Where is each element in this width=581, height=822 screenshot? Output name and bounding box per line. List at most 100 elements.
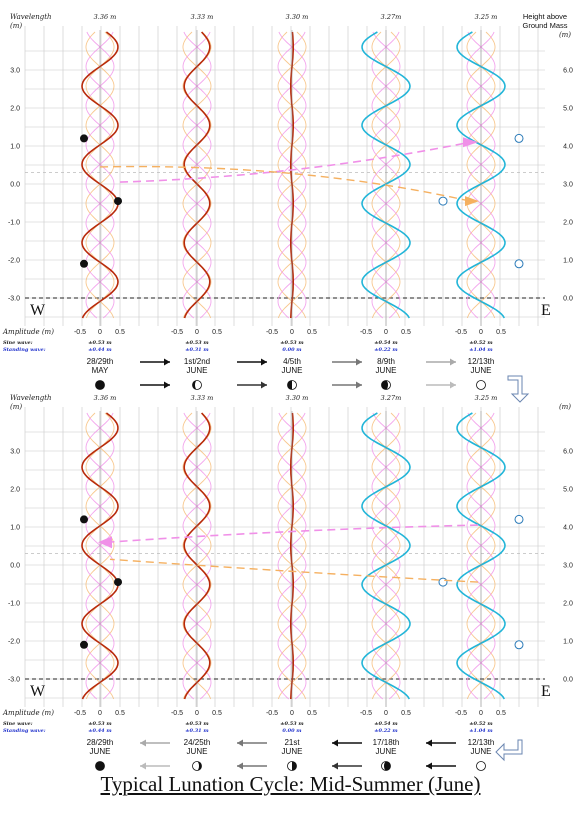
left-tick-label: -1.0 (8, 220, 20, 227)
sine-value: ±0.53 m (185, 340, 208, 346)
wavelength-label: 3.27m (381, 13, 402, 21)
amplitude-tick: 0.5 (307, 329, 317, 336)
sine-value: ±0.53 m (280, 340, 303, 346)
sine-wave-orange (277, 412, 307, 700)
left-tick-label: 3.0 (10, 68, 20, 75)
sine-wave-pink (277, 31, 307, 319)
standing-wave (361, 412, 411, 700)
direction-arrowhead (332, 739, 338, 747)
right-axis-unit: (m) (559, 403, 571, 411)
direction-arrowhead (450, 381, 456, 389)
sine-wave-orange (371, 31, 401, 319)
wavelength-label: 3.33 m (191, 13, 214, 21)
sine-wave-pink (371, 31, 401, 319)
amplitude-tick: 0.5 (307, 710, 317, 717)
right-tick-label: 2.0 (563, 220, 573, 227)
left-tick-label: 1.0 (10, 144, 20, 151)
right-axis-label-2: Ground Mass (522, 21, 567, 30)
left-axis-unit: (m) (10, 403, 22, 411)
date-label: 12/13th (468, 738, 495, 747)
amplitude-tick: 0.5 (496, 329, 506, 336)
wavelength-label: 3.30 m (286, 13, 309, 21)
migration-arrow-orange (99, 165, 471, 202)
date-label: 8/9th (377, 357, 395, 366)
amplitude-tick: 0 (479, 710, 483, 717)
month-label: JUNE (187, 747, 208, 756)
right-tick-label: 2.0 (563, 601, 573, 608)
sine-value: ±0.54 m (374, 340, 397, 346)
month-label: JUNE (90, 747, 111, 756)
standing-wave (456, 412, 506, 700)
node-marker-open (438, 577, 448, 587)
sine-value: ±0.53 m (88, 340, 111, 346)
sine-label: Sine wave: (3, 721, 33, 727)
standing-wave (183, 412, 211, 700)
month-label: JUNE (282, 747, 303, 756)
amplitude-tick: -0.5 (266, 329, 278, 336)
standing-value: 0.00 m (282, 728, 301, 734)
amplitude-tick: 0.5 (401, 710, 411, 717)
sine-wave-pink (182, 31, 212, 319)
amplitude-tick: -0.5 (171, 329, 183, 336)
left-tick-label: -1.0 (8, 601, 20, 608)
left-tick-label: 2.0 (10, 487, 20, 494)
amplitude-tick: -0.5 (74, 710, 86, 717)
amplitude-tick: -0.5 (360, 710, 372, 717)
sine-wave-pink (182, 31, 212, 319)
sine-wave-orange (85, 31, 115, 319)
left-tick-label: -2.0 (8, 258, 20, 265)
date-label: 4/5th (283, 357, 301, 366)
sine-wave-pink (182, 412, 212, 700)
right-tick-label: 1.0 (563, 639, 573, 646)
sine-wave-pink (371, 31, 401, 319)
sine-wave-orange (466, 31, 496, 319)
page-title: Typical Lunation Cycle: Mid-Summer (June… (100, 772, 481, 796)
sine-wave-orange (182, 412, 212, 700)
standing-wave (81, 31, 119, 319)
node-marker-open (514, 133, 524, 143)
standing-value: ±0.31 m (185, 728, 208, 734)
left-tick-label: -3.0 (8, 296, 20, 303)
moon-dark (384, 761, 391, 771)
amplitude-tick: 0 (479, 329, 483, 336)
node-marker-open (514, 514, 524, 524)
sine-wave-orange (85, 412, 115, 700)
sine-wave-orange (466, 412, 496, 700)
left-axis-label: Wavelength (10, 394, 52, 402)
month-label: JUNE (471, 747, 492, 756)
sine-wave-orange (277, 31, 307, 319)
sine-wave-pink (466, 412, 496, 700)
left-tick-label: 1.0 (10, 525, 20, 532)
moon-dark (192, 380, 197, 390)
node-marker-open (514, 259, 524, 269)
sine-wave-pink (466, 31, 496, 319)
month-label: MAY (92, 366, 109, 375)
wavelength-label: 3.36 m (94, 394, 117, 402)
date-label: 1st/2nd (184, 357, 210, 366)
node-marker-open (514, 640, 524, 650)
sine-label: Sine wave: (3, 340, 33, 346)
migration-arrow-pink (107, 524, 479, 543)
wavelength-label: 3.30 m (286, 394, 309, 402)
sine-wave-orange (85, 412, 115, 700)
sine-wave-pink (371, 412, 401, 700)
direction-arrowhead (332, 762, 338, 770)
direction-arrowhead (426, 762, 432, 770)
node-marker (114, 197, 122, 206)
sine-wave-pink (277, 412, 307, 700)
direction-arrowhead (140, 739, 146, 747)
amplitude-tick: 0.5 (401, 329, 411, 336)
standing-value: ±0.44 m (88, 728, 111, 734)
direction-arrowhead (426, 739, 432, 747)
amplitude-label: Amplitude (m) (2, 709, 54, 717)
sine-wave-pink (182, 412, 212, 700)
moon-dark (292, 761, 297, 771)
date-label: 12/13th (468, 357, 495, 366)
date-label: 28/29th (87, 738, 114, 747)
amplitude-tick: 0 (98, 329, 102, 336)
left-tick-label: 3.0 (10, 449, 20, 456)
amplitude-tick: 0 (195, 329, 199, 336)
right-tick-label: 6.0 (563, 449, 573, 456)
node-marker (80, 515, 88, 524)
